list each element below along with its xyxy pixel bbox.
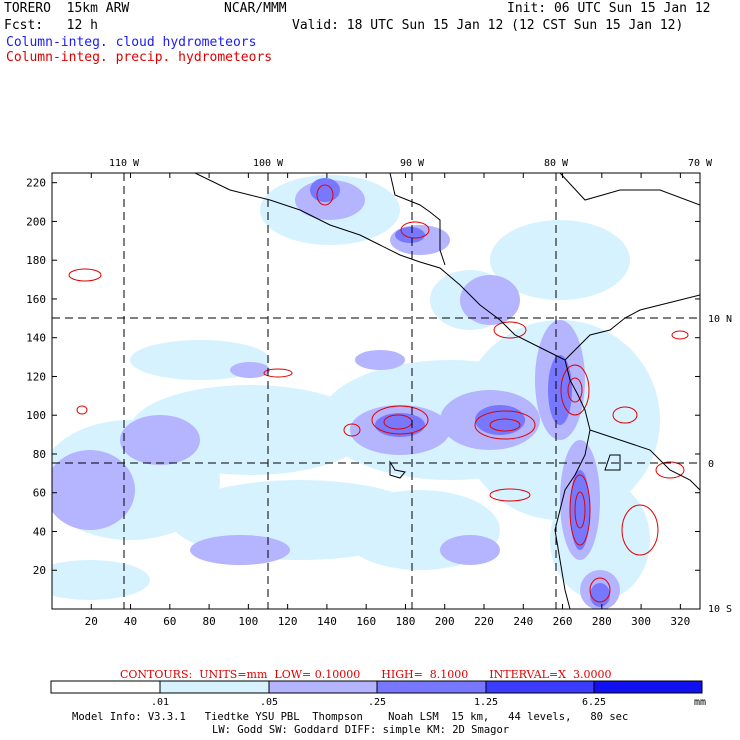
precip-contours [68, 184, 689, 603]
contour-units: UNITS=mm [199, 668, 268, 681]
lat-label-0: 0 [708, 459, 714, 470]
y-tick-label: 200 [26, 215, 46, 228]
x-tick-label: 140 [317, 615, 337, 628]
colorbar-label-0: .01 [151, 697, 169, 708]
lon-label-110w: 110 W [109, 158, 140, 169]
lon-label-80w: 80 W [544, 158, 569, 169]
x-tick-label: 60 [163, 615, 176, 628]
colorbar-bin-3 [376, 680, 487, 694]
color-bar: .01 .05 .25 1.25 6.25 mm [50, 680, 706, 708]
x-tick-label: 180 [396, 615, 416, 628]
y-tick-label: 40 [33, 525, 46, 538]
x-tick-label: 300 [631, 615, 651, 628]
colorbar-bin-4 [485, 680, 595, 694]
lon-label-70w: 70 W [688, 158, 713, 169]
y-tick-label: 100 [26, 409, 46, 422]
contour-high: HIGH= 8.1000 [381, 668, 469, 681]
x-tick-label: 40 [124, 615, 137, 628]
x-tick-label: 160 [356, 615, 376, 628]
colorbar-label-4: 6.25 [582, 697, 606, 708]
colorbar-label-2: .25 [368, 697, 386, 708]
x-tick-label: 240 [513, 615, 533, 628]
contour-info: CONTOURS: UNITS=mm LOW= 0.10000 HIGH= 8.… [120, 669, 611, 680]
y-tick-label: 60 [33, 487, 46, 500]
lat-label-10s: 10 S [708, 604, 732, 615]
contour-interval: INTERVAL=X 3.0000 [489, 668, 612, 681]
y-tick-label: 120 [26, 370, 46, 383]
y-tick-label: 80 [33, 448, 46, 461]
field-precip-label: Column-integ. precip. hydrometeors [6, 50, 273, 65]
init-time: Init: 06 UTC Sun 15 Jan 12 [507, 1, 711, 16]
center-name: NCAR/MMM [224, 1, 287, 16]
colorbar-label-3: 1.25 [474, 697, 498, 708]
x-tick-label: 320 [670, 615, 690, 628]
cloud-fill-dark [310, 178, 610, 607]
contour-label: CONTOURS: [120, 668, 193, 681]
colorbar-label-1: .05 [260, 697, 278, 708]
colorbar-bin-5 [593, 680, 703, 694]
lat-label-10n: 10 N [708, 314, 732, 325]
colorbar-bin-2 [268, 680, 378, 694]
forecast-hour: Fcst: 12 h [4, 18, 98, 33]
colorbar-bin-1 [159, 680, 270, 694]
map-frame [51, 172, 701, 610]
x-tick-label: 280 [592, 615, 612, 628]
y-tick-label: 140 [26, 332, 46, 345]
y-tick-label: 180 [26, 254, 46, 267]
y-tick-label: 220 [26, 177, 46, 190]
physics-info: LW: Godd SW: Goddard DIFF: simple KM: 2D… [212, 724, 510, 736]
x-tick-label: 80 [202, 615, 215, 628]
lon-label-100w: 100 W [253, 158, 284, 169]
contour-low: LOW= 0.10000 [274, 668, 361, 681]
map-fields [52, 173, 700, 609]
field-cloud-label: Column-integ. cloud hydrometeors [6, 35, 257, 50]
colorbar-unit: mm [694, 697, 706, 708]
model-info: Model Info: V3.3.1 Tiedtke YSU PBL Thomp… [72, 711, 629, 723]
valid-time: Valid: 18 UTC Sun 15 Jan 12 (12 CST Sun … [292, 18, 684, 33]
lon-label-90w: 90 W [400, 158, 425, 169]
y-tick-label: 20 [33, 564, 46, 577]
x-tick-label: 20 [85, 615, 98, 628]
x-tick-label: 220 [474, 615, 494, 628]
x-tick-label: 120 [278, 615, 298, 628]
x-tick-label: 100 [238, 615, 258, 628]
x-tick-label: 260 [553, 615, 573, 628]
model-title: TORERO 15km ARW [4, 1, 130, 16]
latlon-grid [52, 173, 700, 609]
x-tick-label: 200 [435, 615, 455, 628]
y-tick-label: 160 [26, 293, 46, 306]
colorbar-bin-0 [50, 680, 161, 694]
